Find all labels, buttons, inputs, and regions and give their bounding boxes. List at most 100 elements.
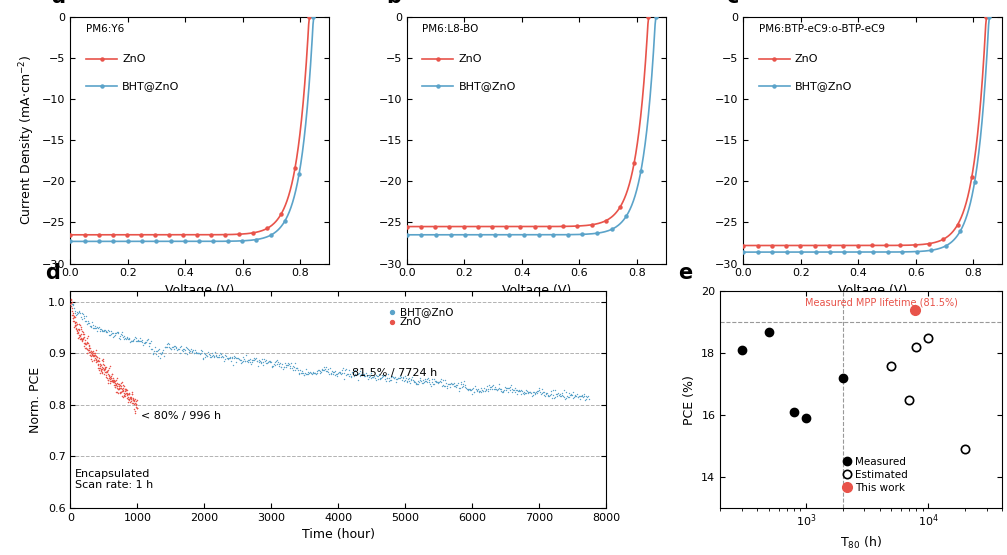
Point [126,337,142,346]
Point [94,362,110,371]
Point [118,385,134,393]
Point [291,369,307,378]
Point [481,385,497,393]
Point [66,317,83,326]
Point [107,382,123,391]
Point [417,377,433,386]
Point [567,391,583,400]
Point [129,403,145,412]
Point [399,377,415,386]
Point [550,389,566,398]
Point [89,353,105,362]
X-axis label: Voltage (V): Voltage (V) [501,284,571,297]
Point [289,363,305,372]
Point [85,351,101,360]
Point [517,389,533,398]
Point [106,331,122,340]
Point [158,340,174,349]
Point [94,325,110,334]
Point [555,391,571,400]
Point [494,388,511,397]
Point [365,373,381,382]
Measured [800,415,812,421]
Estimated [959,446,971,452]
Point [100,326,116,335]
Point [118,386,134,395]
Point [282,361,298,370]
Point [154,347,170,356]
Point [109,384,125,392]
Point [400,377,416,386]
Point [404,372,420,381]
Point [104,370,120,379]
Point [168,343,184,352]
Point [219,351,235,360]
Point [126,399,142,408]
Point [520,387,536,396]
Point [434,382,450,391]
Point [498,386,515,395]
Point [157,342,173,351]
Point [90,322,106,331]
Point [128,334,144,343]
Point [266,360,282,369]
Point [210,352,227,361]
Point [335,374,351,383]
Point [172,349,188,358]
Point [108,381,124,390]
Point [91,323,107,332]
Point [78,312,94,321]
Point [124,337,140,346]
Point [327,366,343,375]
Point [142,339,158,348]
Point [345,369,362,378]
Point [347,366,364,375]
Point [396,377,412,386]
Point [136,339,152,347]
Point [132,334,148,342]
Point [578,394,594,403]
Point [256,361,272,370]
Point [79,340,95,349]
Point [305,369,321,377]
Point [233,356,249,365]
Point [103,329,119,338]
Point [243,358,259,367]
Point [113,330,129,339]
Point [68,325,85,334]
Point [559,388,575,397]
Point [273,362,289,371]
Point [71,320,88,329]
Point [304,367,320,376]
Point [461,385,477,394]
Point [351,367,368,376]
Point [577,396,593,405]
Point [574,391,590,400]
Point [119,391,135,400]
Point [128,403,144,412]
Point [496,385,513,394]
Point [389,375,405,384]
Point [442,383,458,392]
Point [79,339,95,348]
Text: ZnO: ZnO [458,54,482,64]
Point [342,370,358,379]
Point [83,343,99,352]
Measured [787,408,800,415]
Point [62,299,79,308]
Point [417,375,433,384]
Point [395,372,411,381]
Point [413,375,429,384]
Point [501,382,518,391]
Point [92,359,108,368]
Point [541,391,557,400]
Point [460,386,476,395]
Point [258,356,274,365]
Point [125,396,141,405]
Point [99,368,115,377]
Point [380,373,396,382]
Point [457,381,473,390]
Point [316,362,332,371]
Point [390,374,406,382]
Point [74,322,90,331]
